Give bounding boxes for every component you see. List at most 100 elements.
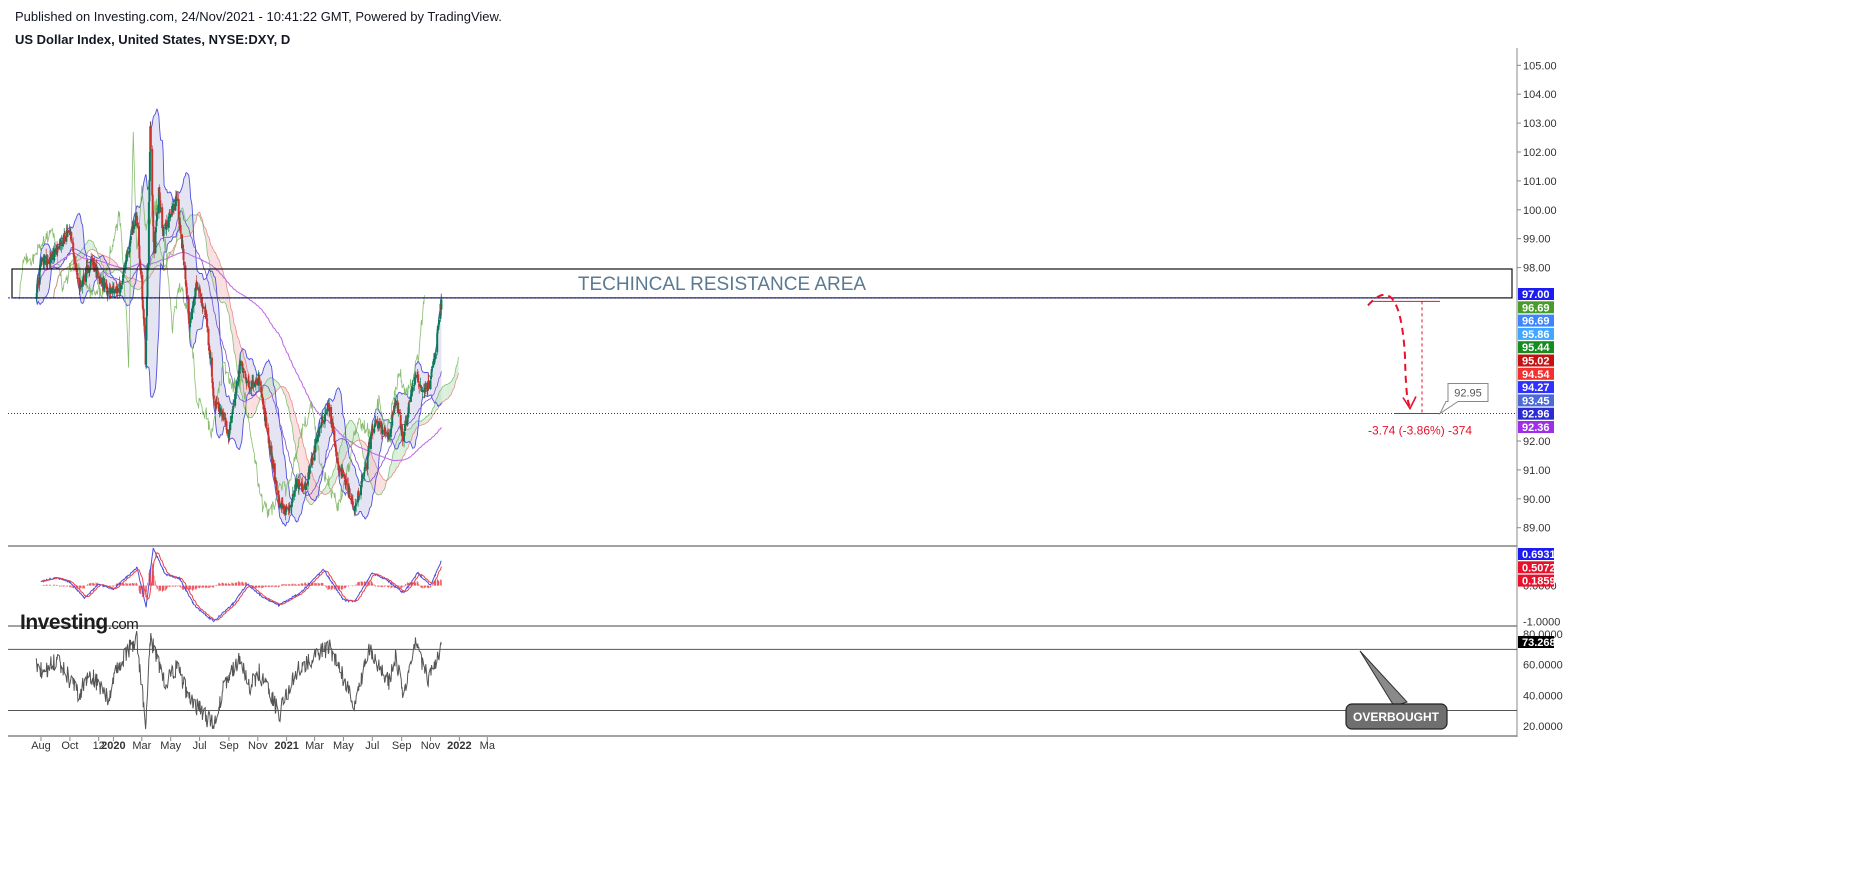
- time-tick-label: 12: [93, 740, 105, 752]
- candle-up: [119, 290, 122, 293]
- ichimoku-cloud-segment: [236, 334, 238, 372]
- candle-up: [192, 298, 195, 307]
- price-badge: [1518, 367, 1554, 380]
- candle-down: [106, 287, 109, 295]
- ichimoku-cloud-segment: [348, 421, 350, 450]
- ichimoku-cloud-segment: [356, 431, 359, 441]
- candle-up: [232, 405, 235, 409]
- candle-up: [147, 201, 150, 265]
- resistance-area-label: TECHINCAL RESISTANCE AREA: [578, 274, 867, 295]
- candle-up: [43, 259, 46, 264]
- candle-down: [159, 200, 162, 207]
- macd-badge: [1518, 561, 1554, 574]
- candle-up: [155, 220, 158, 227]
- candle-down: [241, 364, 244, 366]
- ichimoku-cloud-segment: [290, 399, 292, 424]
- candle-down: [271, 458, 274, 469]
- candle-down: [196, 281, 199, 290]
- candle-up: [191, 305, 194, 308]
- investing-logo: Investing.com: [20, 611, 139, 635]
- ichimoku-cloud-segment: [90, 240, 91, 250]
- candle-down: [139, 267, 142, 275]
- candle-up: [411, 386, 414, 393]
- ichimoku-cloud-segment: [336, 459, 337, 479]
- ichimoku-cloud-segment: [270, 377, 271, 397]
- candle-down: [207, 328, 210, 346]
- candle-up: [154, 231, 157, 253]
- ichimoku-cloud-segment: [267, 378, 269, 399]
- candle-down: [351, 498, 354, 503]
- candle-up: [123, 267, 126, 269]
- logo-suffix: .com: [107, 616, 139, 633]
- ichimoku-cloud-segment: [300, 434, 302, 481]
- ichimoku-cloud-segment: [445, 384, 446, 401]
- candle-up: [394, 402, 397, 406]
- candle-down: [311, 457, 314, 460]
- candle-up: [249, 390, 252, 392]
- ichimoku-cloud-segment: [406, 429, 408, 450]
- candle-down: [417, 374, 420, 381]
- candle-up: [49, 254, 52, 264]
- candle-up: [297, 487, 300, 489]
- candle-up: [410, 394, 413, 398]
- ichimoku-cloud-segment: [255, 392, 256, 413]
- candle-up: [381, 430, 384, 435]
- candle-up: [327, 402, 330, 404]
- price-badge: [1518, 354, 1554, 367]
- macd-signal-line: [40, 552, 442, 621]
- candle-down: [345, 479, 348, 485]
- ichimoku-cloud-segment: [405, 429, 407, 451]
- price-badge-label: 94.27: [1522, 382, 1550, 394]
- candle-down: [104, 282, 107, 286]
- candle-down: [72, 242, 75, 252]
- candle-down: [337, 464, 340, 467]
- ichimoku-cloud-segment: [331, 475, 333, 490]
- candle-up: [316, 434, 319, 442]
- candle-down: [47, 259, 50, 264]
- price-badge-label: 94.54: [1522, 369, 1550, 381]
- rsi-badge: [1518, 636, 1554, 648]
- candle-down: [63, 235, 66, 242]
- ichimoku-cloud-segment: [396, 439, 398, 469]
- price-tick-label: 92.00: [1523, 436, 1551, 448]
- candle-up: [39, 265, 42, 270]
- ichimoku-cloud-segment: [128, 277, 130, 284]
- time-tick-label: Nov: [248, 740, 268, 752]
- candle-down: [178, 217, 181, 228]
- candle-up: [253, 383, 256, 387]
- candle-up: [360, 481, 363, 485]
- candle-down: [185, 287, 188, 295]
- ichimoku-cloud-segment: [77, 254, 78, 261]
- rsi-line: [35, 631, 442, 730]
- ichimoku-cloud-segment: [422, 419, 423, 425]
- candle-up: [40, 261, 42, 266]
- candle-down: [358, 494, 361, 496]
- candle-up: [440, 299, 443, 310]
- candle-down: [100, 277, 103, 284]
- candle-up: [285, 506, 288, 512]
- ichimoku-cloud-segment: [255, 393, 257, 412]
- candle-down: [187, 297, 190, 313]
- ichimoku-cloud-segment: [254, 391, 256, 415]
- time-tick-label: 2020: [101, 740, 125, 752]
- candle-up: [369, 434, 372, 449]
- candle-up: [231, 412, 234, 415]
- candle-down: [408, 402, 411, 403]
- candle-up: [191, 308, 193, 319]
- candle-down: [388, 433, 391, 437]
- candle-up: [148, 151, 151, 181]
- ichimoku-cloud-segment: [266, 380, 267, 400]
- time-tick-label: Nov: [421, 740, 441, 752]
- candle-down: [186, 295, 189, 298]
- ichimoku-cloud-segment: [210, 243, 211, 276]
- candle-up: [59, 240, 62, 242]
- ichimoku-cloud-segment: [159, 244, 160, 266]
- time-tick-label: 2021: [274, 740, 298, 752]
- candle-down: [184, 280, 187, 285]
- candle-up: [85, 266, 88, 270]
- ichimoku-cloud-segment: [371, 455, 373, 487]
- candle-up: [43, 256, 46, 259]
- ichimoku-cloud-segment: [283, 387, 286, 396]
- ichimoku-cloud-segment: [265, 381, 267, 400]
